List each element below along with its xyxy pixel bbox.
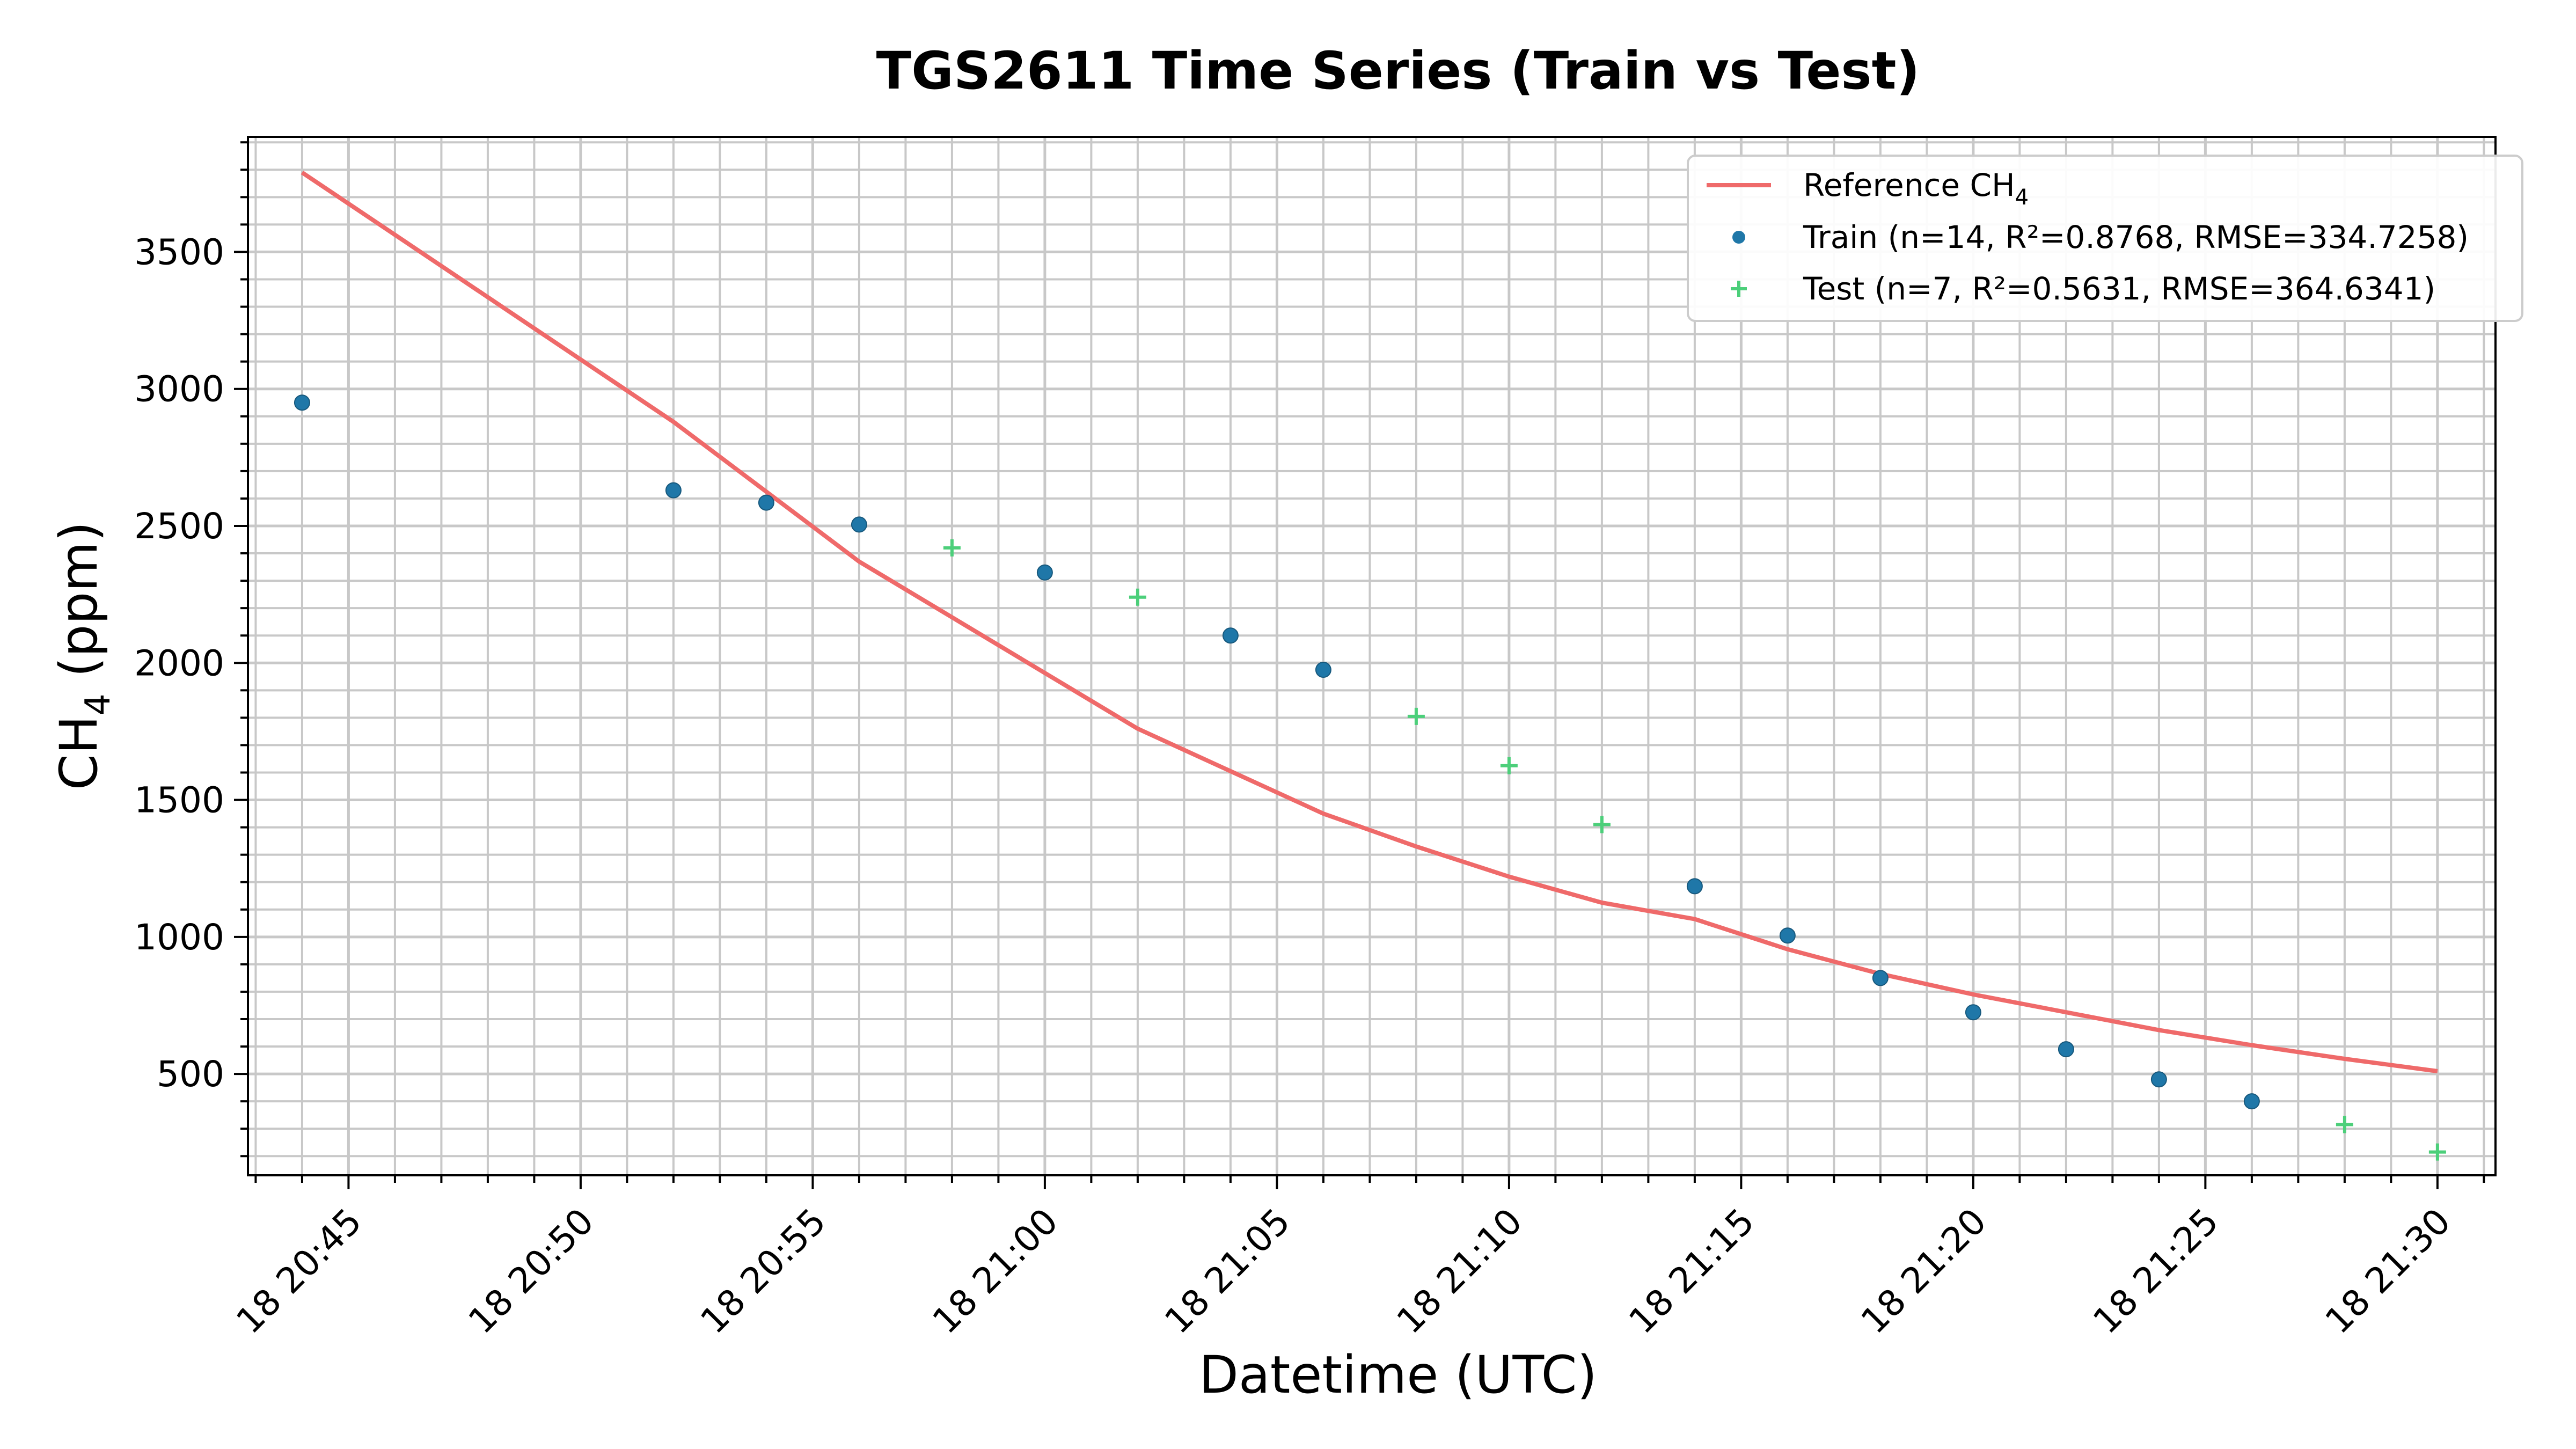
train-point (2150, 1071, 2167, 1088)
test-point (2428, 1143, 2446, 1161)
x-tick-label: 18 20:50 (460, 1201, 602, 1342)
y-tick-label: 2000 (134, 642, 224, 684)
train-point (1036, 564, 1053, 581)
plot-frame (247, 136, 2497, 1176)
train-point (758, 494, 774, 511)
y-tick-label: 2500 (134, 506, 224, 547)
x-tick-label: 18 21:10 (1389, 1201, 1530, 1342)
train-point (1779, 927, 1796, 944)
legend-test-label: Test (n=7, R²=0.5631, RMSE=364.6341) (1803, 270, 2435, 307)
y-tick-label: 1000 (134, 917, 224, 958)
y-tick-label: 3500 (134, 231, 224, 273)
train-point (1222, 627, 1239, 644)
y-tick-label: 3000 (134, 369, 224, 410)
train-point (1872, 970, 1889, 986)
x-tick-label: 18 21:30 (2317, 1201, 2458, 1342)
y-axis: 500 1000 1500 2000 2500 3000 3500 (134, 141, 248, 1158)
test-point (943, 539, 961, 557)
train-point (1965, 1004, 1981, 1021)
x-tick-label: 18 21:20 (1853, 1201, 1994, 1342)
train-point (1315, 662, 1331, 678)
y-tick-label: 500 (157, 1053, 224, 1095)
train-point (2058, 1041, 2074, 1058)
train-point (851, 516, 867, 533)
y-axis-label-main: CH (49, 715, 109, 790)
chart-title: TGS2611 Time Series (Train vs Test) (876, 41, 1920, 101)
legend-reference-main: Reference CH (1803, 167, 2015, 203)
legend: Reference CH4 Train (n=14, R²=0.8768, RM… (1687, 155, 2523, 322)
reference-line-layer (301, 171, 2438, 1073)
test-point (1407, 707, 1425, 725)
x-axis: 18 20:45 18 20:50 18 20:55 18 21:00 18 21:05… (229, 1175, 2485, 1342)
train-points-layer (294, 394, 2260, 1110)
test-point (1129, 588, 1146, 606)
y-tick-label: 1500 (134, 780, 224, 821)
test-point (1593, 816, 1611, 833)
y-axis-label-tail: (ppm) (49, 522, 109, 694)
x-tick-label: 18 21:05 (1157, 1201, 1298, 1342)
legend-reference-label: Reference CH4 (1803, 167, 2029, 210)
x-tick-label: 18 21:00 (925, 1201, 1066, 1342)
legend-test-swatch (1731, 281, 1747, 297)
reference-line (301, 171, 2438, 1073)
x-tick-label: 18 21:25 (2085, 1201, 2227, 1342)
train-point (294, 394, 310, 411)
train-point (665, 482, 682, 499)
legend-box (1687, 155, 2523, 322)
legend-reference-sub: 4 (2015, 185, 2029, 210)
x-axis-label: Datetime (UTC) (1199, 1345, 1597, 1405)
test-point (1500, 757, 1518, 774)
test-point (2336, 1116, 2353, 1133)
test-points-layer (943, 539, 2446, 1161)
x-tick-label: 18 21:15 (1621, 1201, 1762, 1342)
legend-train-swatch (1732, 231, 1745, 244)
legend-train-label: Train (n=14, R²=0.8768, RMSE=334.7258) (1803, 219, 2469, 255)
y-axis-label-sub: 4 (78, 693, 118, 715)
x-tick-label: 18 20:55 (693, 1201, 834, 1342)
y-axis-label: CH4 (ppm) (49, 522, 118, 791)
train-point (2243, 1093, 2260, 1110)
train-point (1686, 878, 1703, 895)
x-tick-label: 18 20:45 (229, 1201, 370, 1342)
